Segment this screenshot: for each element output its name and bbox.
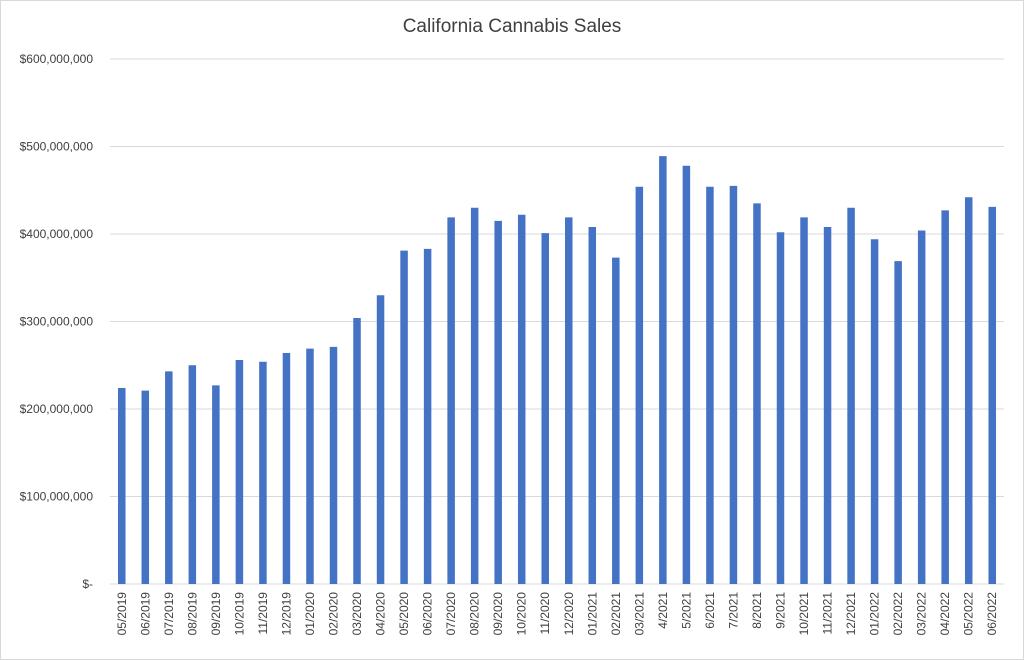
bar — [447, 217, 455, 584]
bar — [141, 390, 150, 584]
x-tick-label: 01/2022 — [868, 592, 882, 636]
x-tick-label: 03/2021 — [632, 592, 646, 636]
x-tick-label: 11/2021 — [821, 592, 835, 635]
x-tick-label: 05/2019 — [115, 592, 129, 636]
bar — [494, 220, 502, 584]
bar — [470, 207, 479, 584]
bar — [376, 295, 385, 584]
x-tick-label: 07/2019 — [162, 592, 176, 636]
x-tick-label: 12/2021 — [844, 592, 858, 636]
bar — [188, 365, 197, 584]
x-tick-label: 03/2022 — [915, 592, 929, 636]
x-tick-label: 4/2021 — [656, 592, 670, 629]
x-tick-label: 03/2020 — [350, 592, 364, 636]
bar — [870, 239, 879, 584]
bar — [682, 165, 691, 584]
y-tick-label: $200,000,000 — [20, 402, 94, 416]
bar — [517, 214, 526, 584]
bar — [423, 248, 432, 584]
x-tick-label: 7/2021 — [726, 592, 740, 629]
x-tick-label: 02/2020 — [327, 592, 341, 636]
bar — [565, 217, 573, 584]
chart-title: California Cannabis Sales — [402, 16, 622, 37]
x-tick-label: 11/2019 — [256, 592, 270, 635]
x-tick-label: 10/2021 — [797, 592, 811, 636]
x-tick-label: 06/2019 — [138, 592, 152, 636]
bar — [118, 388, 126, 584]
bar — [612, 257, 620, 584]
x-tick-label: 04/2022 — [938, 592, 952, 636]
bar — [541, 233, 549, 584]
bar — [706, 186, 714, 584]
x-tick-label: 10/2020 — [515, 592, 529, 636]
bar — [235, 360, 244, 584]
bar — [800, 217, 808, 584]
bar — [306, 348, 314, 584]
bar — [776, 232, 785, 584]
bar — [282, 353, 291, 584]
bar — [588, 227, 597, 584]
x-tick-label: 9/2021 — [774, 592, 788, 629]
bar — [917, 230, 926, 584]
bar — [753, 203, 761, 584]
y-tick-label: $300,000,000 — [20, 315, 94, 329]
x-tick-label: 09/2019 — [209, 592, 223, 636]
x-tick-label: 12/2020 — [562, 592, 576, 636]
x-tick-label: 06/2022 — [985, 592, 999, 636]
x-tick-label: 05/2022 — [962, 592, 976, 636]
bar — [964, 197, 973, 584]
x-tick-label: 08/2020 — [468, 592, 482, 636]
bar — [847, 207, 855, 584]
x-tick-label: 04/2020 — [374, 592, 388, 636]
bar — [259, 361, 267, 584]
x-tick-label: 02/2022 — [891, 592, 905, 636]
y-tick-label: $400,000,000 — [20, 227, 94, 241]
x-tick-label: 6/2021 — [703, 592, 717, 629]
x-tick-label: 11/2020 — [538, 592, 552, 635]
x-axis-ticks: 05/2019 06/2019 07/2019 08/2019 09/2019 10/20… — [115, 592, 999, 636]
bar — [212, 385, 220, 584]
x-tick-label: 10/2019 — [232, 592, 246, 636]
y-tick-label: $600,000,000 — [20, 52, 94, 66]
x-tick-label: 5/2021 — [679, 592, 693, 629]
bar — [635, 186, 644, 584]
y-tick-label: $500,000,000 — [20, 140, 94, 154]
bar — [941, 210, 949, 584]
bar — [988, 206, 996, 584]
x-tick-label: 06/2020 — [421, 592, 435, 636]
bar — [823, 227, 832, 584]
y-tick-label: $100,000,000 — [20, 490, 94, 504]
gridlines — [110, 58, 1004, 585]
bars — [118, 156, 996, 584]
bar — [729, 185, 738, 584]
bar — [329, 346, 338, 584]
bar — [165, 371, 173, 584]
y-tick-label: $- — [82, 577, 93, 591]
x-tick-label: 08/2019 — [185, 592, 199, 636]
bar — [400, 250, 408, 584]
x-tick-label: 05/2020 — [397, 592, 411, 636]
x-tick-label: 01/2021 — [585, 592, 599, 636]
x-tick-label: 02/2021 — [609, 592, 623, 636]
x-tick-label: 09/2020 — [491, 592, 505, 636]
x-tick-label: 07/2020 — [444, 592, 458, 636]
x-tick-label: 01/2020 — [303, 592, 317, 636]
bar — [894, 261, 902, 584]
bar — [353, 318, 361, 584]
x-tick-label: 12/2019 — [279, 592, 293, 636]
x-tick-label: 8/2021 — [750, 592, 764, 629]
bar — [659, 156, 667, 584]
y-axis-ticks: $- $100,000,000 $200,000,000 $300,000,000 $4… — [20, 52, 94, 591]
